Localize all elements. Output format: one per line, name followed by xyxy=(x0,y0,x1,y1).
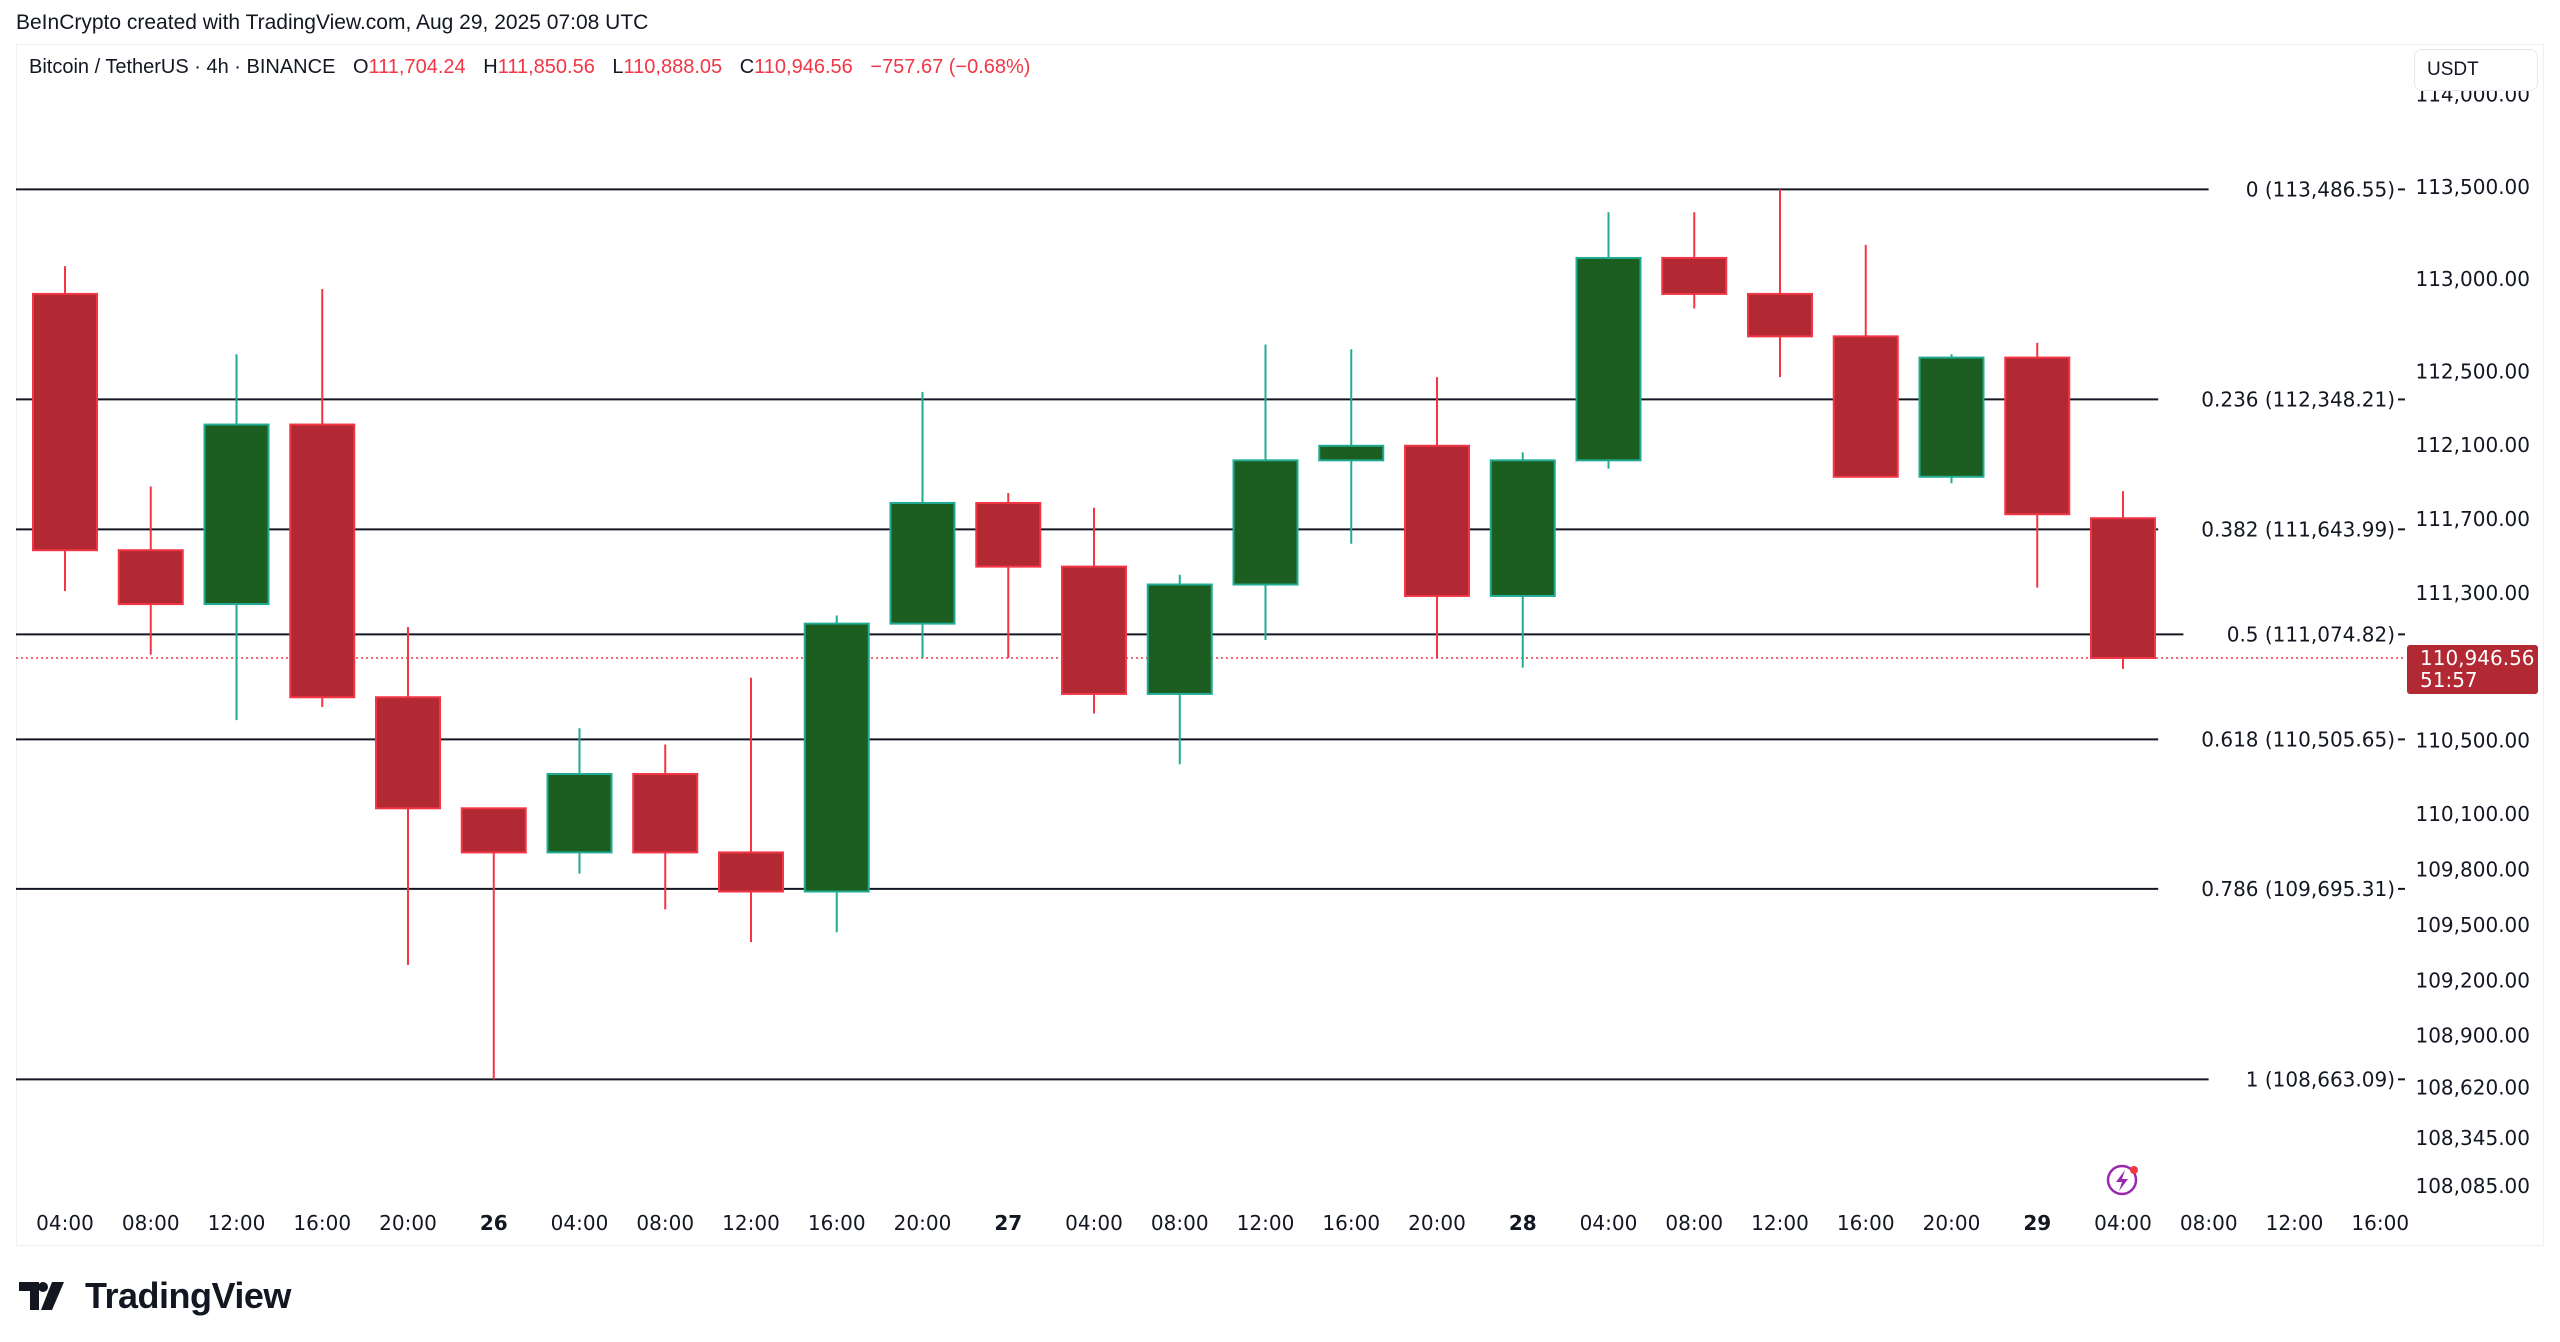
tradingview-logo-icon xyxy=(19,1282,64,1310)
x-tick-label: 20:00 xyxy=(894,1211,952,1235)
candle-up xyxy=(803,622,870,893)
x-tick-label: 16:00 xyxy=(808,1211,866,1235)
candle-up xyxy=(889,501,956,625)
bar-countdown: 51:57 xyxy=(2420,668,2478,692)
candle-down xyxy=(1661,256,1728,295)
lightning-bolt-icon xyxy=(2116,1170,2128,1191)
x-tick-label: 16:00 xyxy=(293,1211,351,1235)
candle-up xyxy=(1489,459,1556,597)
candle-down xyxy=(375,696,441,810)
x-tick-label: 16:00 xyxy=(1322,1211,1380,1235)
tradingview-logo[interactable]: TradingView xyxy=(19,1275,291,1317)
y-tick-label: 108,900.00 xyxy=(2415,1024,2530,1048)
low-label: L xyxy=(612,56,624,78)
ohlc-legend: Bitcoin / TetherUS · 4h · BINANCE O111,7… xyxy=(29,56,1030,79)
close-label: C xyxy=(739,56,755,78)
candle-down xyxy=(2090,517,2156,660)
tradingview-logo-text: TradingView xyxy=(85,1275,291,1316)
fib-level-label: 0 (113,486.55) xyxy=(2246,177,2395,201)
high-value: 111,850.56 xyxy=(497,56,595,78)
candle-up xyxy=(1146,583,1213,695)
symbol-info[interactable]: Bitcoin / TetherUS · 4h · BINANCE xyxy=(29,56,336,78)
x-tick-label: 26 xyxy=(480,1211,508,1235)
x-tick-label: 04:00 xyxy=(1065,1211,1123,1235)
x-tick-label: 16:00 xyxy=(2351,1211,2409,1235)
x-tick-label: 04:00 xyxy=(1580,1211,1638,1235)
change-value: −757.67 (−0.68%) xyxy=(870,56,1031,78)
y-tick-label: 108,345.00 xyxy=(2415,1126,2530,1150)
y-tick-label: 109,800.00 xyxy=(2415,858,2530,882)
candle-up xyxy=(1318,444,1385,462)
open-value: 111,704.24 xyxy=(368,56,466,78)
x-tick-label: 20:00 xyxy=(379,1211,437,1235)
candle-down xyxy=(1747,292,1813,338)
x-tick-label: 16:00 xyxy=(1837,1211,1895,1235)
fib-level-label: 0.236 (112,348.21) xyxy=(2201,387,2395,411)
candle-down xyxy=(1832,335,1899,478)
fib-level-label: 0.5 (111,074.82) xyxy=(2227,622,2395,646)
y-tick-label: 112,100.00 xyxy=(2415,433,2530,457)
x-tick-label: 12:00 xyxy=(1751,1211,1809,1235)
high-label: H xyxy=(483,56,498,78)
y-tick-label: 111,300.00 xyxy=(2415,581,2530,605)
open-label: O xyxy=(352,56,369,78)
notification-dot xyxy=(2130,1166,2138,1174)
candle-up xyxy=(546,772,613,854)
y-tick-label: 110,100.00 xyxy=(2415,802,2530,826)
y-tick-label: 113,500.00 xyxy=(2415,175,2530,199)
x-tick-label: 27 xyxy=(994,1211,1022,1235)
y-tick-label: 113,000.00 xyxy=(2415,267,2530,291)
candle-down xyxy=(718,851,784,893)
y-tick-label: 111,700.00 xyxy=(2415,507,2530,531)
y-tick-label: 112,500.00 xyxy=(2415,359,2530,383)
last-price-value: 110,946.56 xyxy=(2420,646,2535,670)
chart-pane[interactable] xyxy=(16,44,2544,1246)
candle-up xyxy=(1918,356,1985,478)
y-tick-label: 110,500.00 xyxy=(2415,728,2530,752)
x-tick-label: 08:00 xyxy=(122,1211,180,1235)
lightning-alert-icon xyxy=(2106,1164,2138,1196)
candle-down xyxy=(1404,444,1470,597)
x-tick-label: 08:00 xyxy=(1665,1211,1723,1235)
x-tick-label: 08:00 xyxy=(2180,1211,2238,1235)
x-tick-label: 04:00 xyxy=(551,1211,609,1235)
candle-down xyxy=(32,292,98,552)
y-tick-label: 108,085.00 xyxy=(2415,1174,2530,1198)
candle-down xyxy=(1061,565,1127,695)
x-tick-label: 08:00 xyxy=(1151,1211,1209,1235)
candle-down xyxy=(975,501,1042,568)
currency-button[interactable]: USDT xyxy=(2414,49,2538,91)
fib-level-label: 0.786 (109,695.31) xyxy=(2201,877,2395,901)
candle-up xyxy=(1575,256,1642,462)
x-tick-label: 12:00 xyxy=(722,1211,780,1235)
x-tick-label: 08:00 xyxy=(636,1211,694,1235)
candle-down xyxy=(2004,356,2071,516)
low-value: 110,888.05 xyxy=(623,56,723,78)
last-price-badge xyxy=(2407,645,2538,695)
x-tick-label: 20:00 xyxy=(1408,1211,1466,1235)
x-tick-label: 12:00 xyxy=(1237,1211,1295,1235)
x-tick-label: 29 xyxy=(2023,1211,2051,1235)
candle-down xyxy=(460,807,527,854)
fib-level-label: 1 (108,663.09) xyxy=(2246,1067,2395,1091)
fib-level-label: 0.382 (111,643.99) xyxy=(2201,517,2395,541)
candle-up xyxy=(203,423,270,606)
x-tick-label: 04:00 xyxy=(2094,1211,2152,1235)
x-tick-label: 20:00 xyxy=(1923,1211,1981,1235)
chart-credit: BeInCrypto created with TradingView.com,… xyxy=(16,11,649,34)
candle-down xyxy=(632,772,699,854)
candle-down xyxy=(289,423,356,699)
x-tick-label: 28 xyxy=(1509,1211,1537,1235)
y-tick-label: 108,620.00 xyxy=(2415,1075,2530,1099)
x-tick-label: 12:00 xyxy=(208,1211,266,1235)
close-value: 110,946.56 xyxy=(754,56,853,78)
candle-up xyxy=(1232,459,1299,586)
x-tick-label: 12:00 xyxy=(2266,1211,2324,1235)
candle-down xyxy=(117,549,184,606)
x-tick-label: 04:00 xyxy=(36,1211,94,1235)
y-tick-label: 109,500.00 xyxy=(2415,913,2530,937)
fib-level-label: 0.618 (110,505.65) xyxy=(2201,727,2395,751)
y-tick-label: 109,200.00 xyxy=(2415,968,2530,992)
